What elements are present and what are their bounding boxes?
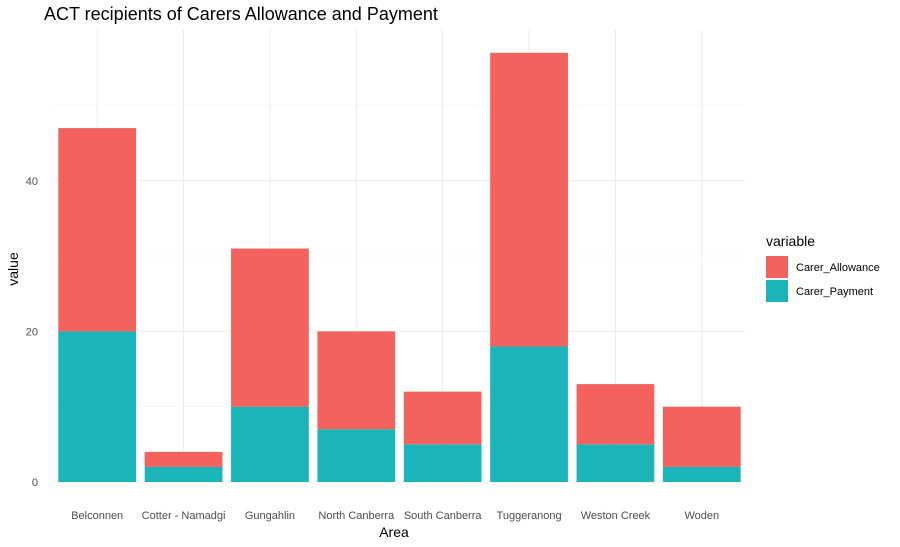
legend-items: Carer_Allowance Carer_Payment <box>766 256 880 302</box>
chart-title: ACT recipients of Carers Allowance and P… <box>44 4 438 24</box>
y-tick-label: 20 <box>26 326 38 338</box>
bar-north-canberra-carer-allowance <box>317 331 396 430</box>
bar-gungahlin-carer-allowance <box>231 248 309 407</box>
x-tick-label: Gungahlin <box>245 510 295 522</box>
bar-south-canberra-carer-payment <box>403 444 482 482</box>
bar-weston-creek-carer-allowance <box>576 384 655 445</box>
bars-group <box>58 52 741 482</box>
x-tick-label: Cotter - Namadgi <box>142 510 226 522</box>
x-tick-label: Weston Creek <box>581 510 651 522</box>
bar-weston-creek-carer-payment <box>576 444 655 482</box>
bar-cotter-namadgi-carer-allowance <box>144 451 223 467</box>
y-tick-label: 40 <box>26 176 38 188</box>
bar-cotter-namadgi-carer-payment <box>144 466 223 482</box>
minor-gridlines <box>54 105 745 408</box>
bar-tuggeranong-carer-payment <box>490 346 568 482</box>
legend: variable Carer_Allowance Carer_Payment <box>766 233 880 302</box>
legend-key-carer-allowance <box>766 256 788 278</box>
y-axis-ticks: 0 20 40 <box>26 176 38 489</box>
bar-belconnen-carer-payment <box>58 331 137 482</box>
bar-south-canberra-carer-allowance <box>403 391 482 445</box>
bar-belconnen-carer-allowance <box>58 128 137 332</box>
legend-key-carer-payment <box>766 280 788 302</box>
x-axis-ticks: Belconnen Cotter - Namadgi Gungahlin North … <box>71 510 719 522</box>
x-tick-label: Woden <box>684 510 719 522</box>
legend-label: Carer_Payment <box>796 286 873 298</box>
y-tick-label: 0 <box>32 477 38 489</box>
bar-tuggeranong-carer-allowance <box>490 52 568 347</box>
x-tick-label: South Canberra <box>404 510 483 522</box>
legend-label: Carer_Allowance <box>796 262 880 274</box>
bar-gungahlin-carer-payment <box>231 406 309 482</box>
x-tick-label: Belconnen <box>71 510 123 522</box>
y-axis-title: value <box>5 252 21 286</box>
legend-title: variable <box>766 233 815 249</box>
x-axis-title: Area <box>379 524 409 540</box>
bar-woden-carer-payment <box>662 466 741 482</box>
bar-north-canberra-carer-payment <box>317 429 396 482</box>
bar-woden-carer-allowance <box>662 406 741 467</box>
x-tick-label: North Canberra <box>318 510 395 522</box>
x-tick-label: Tuggeranong <box>497 510 562 522</box>
